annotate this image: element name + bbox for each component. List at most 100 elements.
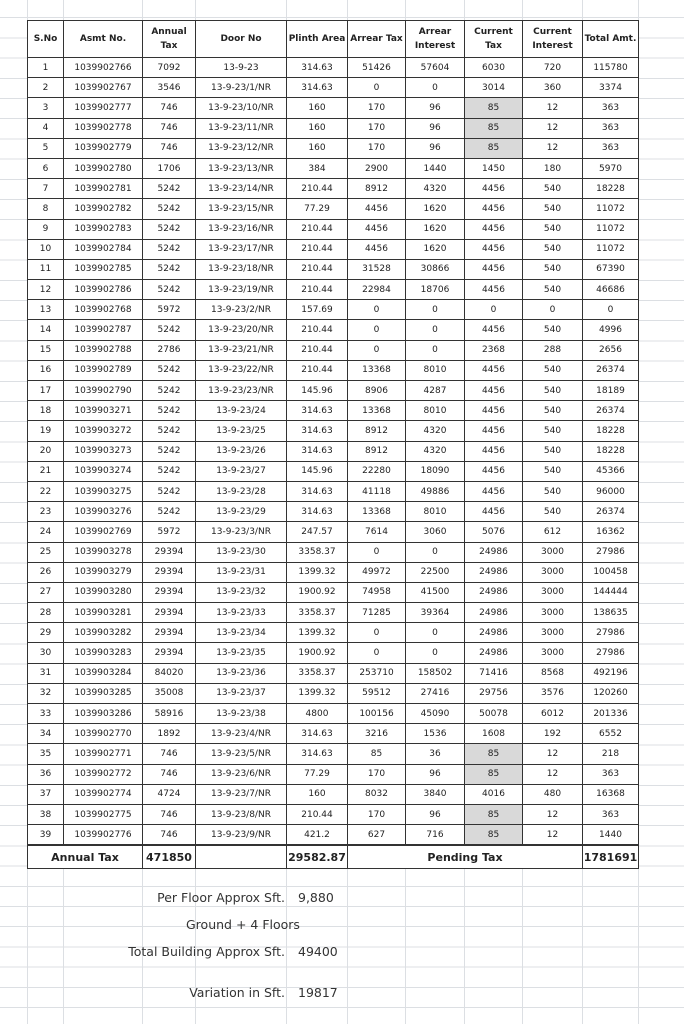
cell-plinth-area[interactable]: 3358.37 — [286, 541, 348, 563]
column-header-sno[interactable]: S.No — [27, 20, 64, 58]
cell-asmt-no[interactable]: 1039903275 — [63, 480, 143, 503]
cell-arrear-tax[interactable]: 49972 — [347, 561, 406, 583]
cell-asmt-no[interactable]: 1039902778 — [63, 117, 143, 139]
cell-door-no[interactable]: 13-9-23/34 — [195, 622, 287, 644]
cell-plinth-area[interactable]: 157.69 — [286, 299, 348, 321]
cell-annual-tax[interactable]: 746 — [142, 137, 196, 159]
cell-sno[interactable]: 35 — [27, 743, 64, 765]
pending-tax-label[interactable]: Pending Tax — [347, 844, 583, 870]
cell-total-amt[interactable]: 27986 — [582, 622, 639, 644]
cell-current-tax[interactable]: 4456 — [464, 460, 523, 482]
cell-arrear-interest[interactable]: 3840 — [405, 783, 465, 805]
cell-current-tax[interactable]: 4456 — [464, 480, 523, 503]
cell-current-interest[interactable]: 3000 — [522, 581, 583, 604]
cell-arrear-interest[interactable]: 96 — [405, 803, 465, 826]
cell-door-no[interactable]: 13-9-23/32 — [195, 581, 287, 604]
cell-sno[interactable]: 38 — [27, 803, 64, 826]
cell-annual-tax[interactable]: 746 — [142, 97, 196, 119]
cell-total-amt[interactable]: 363 — [582, 117, 639, 139]
cell-asmt-no[interactable]: 1039903273 — [63, 440, 143, 462]
cell-plinth-area[interactable]: 384 — [286, 157, 348, 180]
cell-current-interest[interactable]: 6012 — [522, 702, 583, 725]
cell-annual-tax[interactable]: 1706 — [142, 157, 196, 180]
cell-asmt-no[interactable]: 1039902785 — [63, 258, 143, 281]
cell-arrear-tax[interactable]: 170 — [347, 803, 406, 826]
cell-asmt-no[interactable]: 1039902777 — [63, 97, 143, 119]
cell-annual-tax[interactable]: 29394 — [142, 581, 196, 604]
cell-current-tax[interactable]: 0 — [464, 299, 523, 321]
cell-current-tax[interactable]: 2368 — [464, 339, 523, 361]
cell-plinth-area[interactable]: 314.63 — [286, 743, 348, 765]
cell-total-amt[interactable]: 26374 — [582, 359, 639, 382]
cell-plinth-area[interactable]: 314.63 — [286, 56, 348, 79]
cell-current-tax[interactable]: 4016 — [464, 783, 523, 805]
cell-total-amt[interactable]: 11072 — [582, 198, 639, 220]
cell-arrear-tax[interactable]: 170 — [347, 97, 406, 119]
cell-annual-tax[interactable]: 5242 — [142, 400, 196, 422]
annual-tax-total[interactable]: 471850 — [142, 844, 196, 870]
cell-plinth-area[interactable]: 210.44 — [286, 238, 348, 260]
cell-total-amt[interactable]: 3374 — [582, 77, 639, 99]
cell-arrear-interest[interactable]: 4320 — [405, 440, 465, 462]
cell-asmt-no[interactable]: 1039903274 — [63, 460, 143, 482]
cell-door-no[interactable]: 13-9-23/23/NR — [195, 379, 287, 402]
cell-asmt-no[interactable]: 1039902781 — [63, 178, 143, 200]
cell-sno[interactable]: 10 — [27, 238, 64, 260]
cell-current-interest[interactable]: 8568 — [522, 662, 583, 684]
cell-asmt-no[interactable]: 1039903285 — [63, 682, 143, 705]
cell-arrear-tax[interactable]: 3216 — [347, 723, 406, 745]
cell-current-tax[interactable]: 4456 — [464, 359, 523, 382]
cell-plinth-area[interactable]: 210.44 — [286, 258, 348, 281]
cell-door-no[interactable]: 13-9-23/15/NR — [195, 198, 287, 220]
cell-sno[interactable]: 33 — [27, 702, 64, 725]
column-header-asmt-no[interactable]: Asmt No. — [63, 20, 143, 58]
cell-current-interest[interactable]: 3576 — [522, 682, 583, 705]
cell-asmt-no[interactable]: 1039902772 — [63, 763, 143, 785]
cell-plinth-area[interactable]: 314.63 — [286, 480, 348, 503]
cell-total-amt[interactable]: 363 — [582, 803, 639, 826]
cell-current-tax[interactable]: 24986 — [464, 561, 523, 583]
cell-current-interest[interactable]: 540 — [522, 178, 583, 200]
cell-total-amt[interactable]: 144444 — [582, 581, 639, 604]
cell-annual-tax[interactable]: 5242 — [142, 440, 196, 462]
cell-total-amt[interactable]: 18228 — [582, 440, 639, 462]
cell-door-no[interactable]: 13-9-23/13/NR — [195, 157, 287, 180]
cell-asmt-no[interactable]: 1039902768 — [63, 299, 143, 321]
cell-door-no[interactable]: 13-9-23/7/NR — [195, 783, 287, 805]
cell-annual-tax[interactable]: 58916 — [142, 702, 196, 725]
cell-asmt-no[interactable]: 1039903286 — [63, 702, 143, 725]
cell-sno[interactable]: 16 — [27, 359, 64, 382]
cell-door-no[interactable]: 13-9-23/14/NR — [195, 178, 287, 200]
cell-annual-tax[interactable]: 5242 — [142, 279, 196, 301]
cell-annual-tax[interactable]: 5242 — [142, 238, 196, 260]
cell-arrear-tax[interactable]: 8032 — [347, 783, 406, 805]
cell-asmt-no[interactable]: 1039902780 — [63, 157, 143, 180]
cell-current-interest[interactable]: 540 — [522, 501, 583, 523]
cell-arrear-interest[interactable]: 0 — [405, 319, 465, 341]
cell-sno[interactable]: 36 — [27, 763, 64, 785]
cell-door-no[interactable]: 13-9-23/12/NR — [195, 137, 287, 159]
cell-current-interest[interactable]: 12 — [522, 97, 583, 119]
cell-sno[interactable]: 18 — [27, 400, 64, 422]
cell-arrear-interest[interactable]: 96 — [405, 117, 465, 139]
cell-current-tax[interactable]: 85 — [464, 743, 523, 765]
cell-current-interest[interactable]: 12 — [522, 137, 583, 159]
cell-asmt-no[interactable]: 1039902767 — [63, 77, 143, 99]
cell-asmt-no[interactable]: 1039902766 — [63, 56, 143, 79]
cell-arrear-tax[interactable]: 85 — [347, 743, 406, 765]
cell-current-tax[interactable]: 24986 — [464, 581, 523, 604]
cell-arrear-interest[interactable]: 4287 — [405, 379, 465, 402]
cell-arrear-tax[interactable]: 253710 — [347, 662, 406, 684]
cell-current-tax[interactable]: 4456 — [464, 279, 523, 301]
cell-asmt-no[interactable]: 1039902779 — [63, 137, 143, 159]
cell-sno[interactable]: 4 — [27, 117, 64, 139]
cell-arrear-interest[interactable]: 1620 — [405, 238, 465, 260]
cell-current-interest[interactable]: 540 — [522, 238, 583, 260]
cell-current-tax[interactable]: 24986 — [464, 602, 523, 624]
cell-arrear-interest[interactable]: 49886 — [405, 480, 465, 503]
cell-asmt-no[interactable]: 1039903279 — [63, 561, 143, 583]
cell-annual-tax[interactable]: 29394 — [142, 602, 196, 624]
cell-annual-tax[interactable]: 5242 — [142, 501, 196, 523]
cell-arrear-interest[interactable]: 18706 — [405, 279, 465, 301]
cell-sno[interactable]: 24 — [27, 521, 64, 543]
